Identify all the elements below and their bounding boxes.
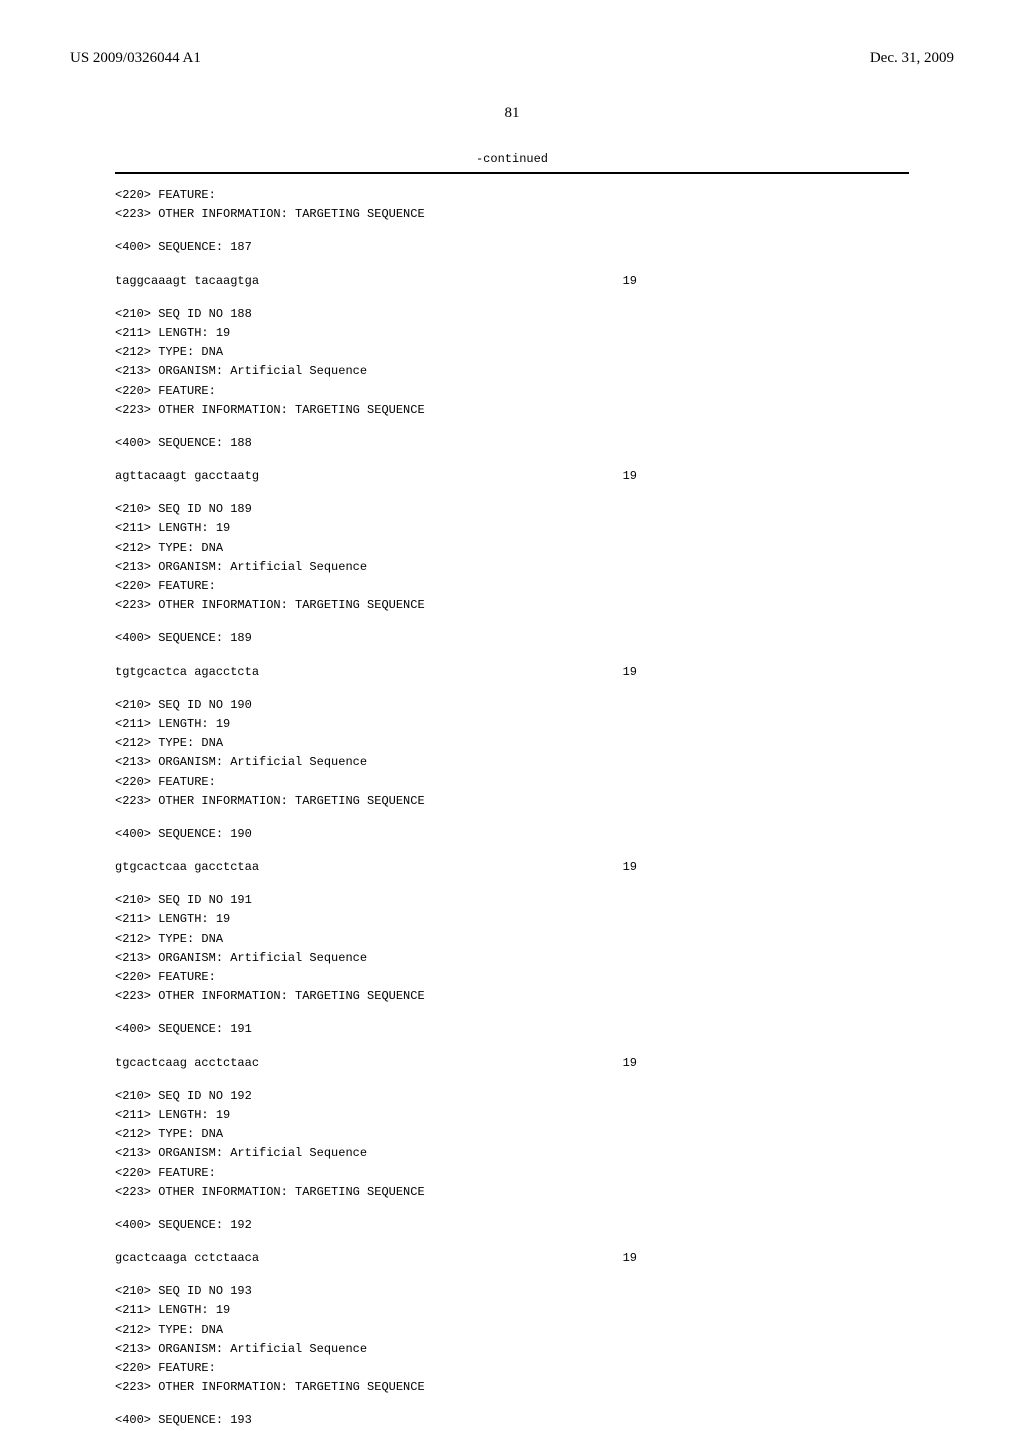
sequence-text: gtgcactcaa gacctctaa (115, 858, 259, 877)
page-number: 81 (70, 105, 954, 122)
sequence-line: <220> FEATURE: (115, 968, 909, 987)
sequence-line: <220> FEATURE: (115, 382, 909, 401)
sequence-block: <400> SEQUENCE: 193 (115, 1411, 909, 1430)
sequence-line: <220> FEATURE: (115, 1359, 909, 1378)
sequence-line: <223> OTHER INFORMATION: TARGETING SEQUE… (115, 1378, 909, 1397)
sequence-text: taggcaaagt tacaagtga (115, 272, 259, 291)
sequence-line: <220> FEATURE: (115, 186, 909, 205)
sequence-block: gtgcactcaa gacctctaa 19 (115, 858, 909, 877)
sequence-block: <210> SEQ ID NO 190<211> LENGTH: 19<212>… (115, 696, 909, 811)
sequence-line: <211> LENGTH: 19 (115, 1106, 909, 1125)
sequence-text: agttacaagt gacctaatg (115, 467, 259, 486)
sequence-length: 19 (623, 467, 637, 486)
sequence-line: <400> SEQUENCE: 187 (115, 238, 909, 257)
publication-date: Dec. 31, 2009 (870, 50, 954, 67)
sequence-line: <210> SEQ ID NO 189 (115, 500, 909, 519)
sequence-line: <211> LENGTH: 19 (115, 910, 909, 929)
sequence-block: tgtgcactca agacctcta 19 (115, 663, 909, 682)
sequence-line: <223> OTHER INFORMATION: TARGETING SEQUE… (115, 596, 909, 615)
sequence-row: gtgcactcaa gacctctaa 19 (115, 858, 637, 877)
sequence-block: <400> SEQUENCE: 189 (115, 629, 909, 648)
sequence-line: <400> SEQUENCE: 193 (115, 1411, 909, 1430)
sequence-block: <400> SEQUENCE: 192 (115, 1216, 909, 1235)
sequence-block: <210> SEQ ID NO 193<211> LENGTH: 19<212>… (115, 1282, 909, 1397)
sequence-line: <212> TYPE: DNA (115, 734, 909, 753)
sequence-line: <223> OTHER INFORMATION: TARGETING SEQUE… (115, 987, 909, 1006)
sequence-line: <220> FEATURE: (115, 577, 909, 596)
sequence-line: <400> SEQUENCE: 190 (115, 825, 909, 844)
sequence-block: <220> FEATURE:<223> OTHER INFORMATION: T… (115, 186, 909, 224)
sequence-line: <210> SEQ ID NO 191 (115, 891, 909, 910)
sequence-text: tgcactcaag acctctaac (115, 1054, 259, 1073)
sequence-block: <210> SEQ ID NO 191<211> LENGTH: 19<212>… (115, 891, 909, 1006)
sequence-block: <400> SEQUENCE: 190 (115, 825, 909, 844)
sequence-block: <210> SEQ ID NO 192<211> LENGTH: 19<212>… (115, 1087, 909, 1202)
sequence-line: <400> SEQUENCE: 188 (115, 434, 909, 453)
sequence-line: <210> SEQ ID NO 188 (115, 305, 909, 324)
sequence-length: 19 (623, 663, 637, 682)
sequence-row: agttacaagt gacctaatg 19 (115, 467, 637, 486)
sequence-line: <212> TYPE: DNA (115, 539, 909, 558)
sequence-line: <400> SEQUENCE: 192 (115, 1216, 909, 1235)
sequence-line: <210> SEQ ID NO 190 (115, 696, 909, 715)
sequence-line: <220> FEATURE: (115, 773, 909, 792)
sequence-line: <400> SEQUENCE: 189 (115, 629, 909, 648)
sequence-block: gcactcaaga cctctaaca 19 (115, 1249, 909, 1268)
sequence-row: tgcactcaag acctctaac 19 (115, 1054, 637, 1073)
sequence-line: <220> FEATURE: (115, 1164, 909, 1183)
page-header: US 2009/0326044 A1 Dec. 31, 2009 (70, 50, 954, 67)
sequence-row: tgtgcactca agacctcta 19 (115, 663, 637, 682)
sequence-line: <213> ORGANISM: Artificial Sequence (115, 558, 909, 577)
sequence-line: <211> LENGTH: 19 (115, 519, 909, 538)
sequence-line: <210> SEQ ID NO 193 (115, 1282, 909, 1301)
sequence-line: <223> OTHER INFORMATION: TARGETING SEQUE… (115, 1183, 909, 1202)
sequence-line: <223> OTHER INFORMATION: TARGETING SEQUE… (115, 792, 909, 811)
continued-label: -continued (70, 152, 954, 166)
publication-number: US 2009/0326044 A1 (70, 50, 201, 67)
sequence-listing: <220> FEATURE:<223> OTHER INFORMATION: T… (115, 186, 909, 1431)
sequence-row: taggcaaagt tacaagtga 19 (115, 272, 637, 291)
sequence-text: gcactcaaga cctctaaca (115, 1249, 259, 1268)
sequence-block: <400> SEQUENCE: 187 (115, 238, 909, 257)
sequence-line: <223> OTHER INFORMATION: TARGETING SEQUE… (115, 401, 909, 420)
sequence-length: 19 (623, 858, 637, 877)
sequence-length: 19 (623, 272, 637, 291)
sequence-line: <212> TYPE: DNA (115, 343, 909, 362)
sequence-line: <223> OTHER INFORMATION: TARGETING SEQUE… (115, 205, 909, 224)
sequence-line: <213> ORGANISM: Artificial Sequence (115, 1340, 909, 1359)
sequence-line: <213> ORGANISM: Artificial Sequence (115, 1144, 909, 1163)
sequence-line: <213> ORGANISM: Artificial Sequence (115, 753, 909, 772)
sequence-block: <400> SEQUENCE: 188 (115, 434, 909, 453)
sequence-line: <212> TYPE: DNA (115, 930, 909, 949)
sequence-line: <211> LENGTH: 19 (115, 324, 909, 343)
sequence-line: <213> ORGANISM: Artificial Sequence (115, 949, 909, 968)
sequence-line: <212> TYPE: DNA (115, 1321, 909, 1340)
sequence-block: <400> SEQUENCE: 191 (115, 1020, 909, 1039)
sequence-row: gcactcaaga cctctaaca 19 (115, 1249, 637, 1268)
sequence-block: taggcaaagt tacaagtga 19 (115, 272, 909, 291)
sequence-line: <211> LENGTH: 19 (115, 1301, 909, 1320)
sequence-block: agttacaagt gacctaatg 19 (115, 467, 909, 486)
sequence-length: 19 (623, 1249, 637, 1268)
sequence-text: tgtgcactca agacctcta (115, 663, 259, 682)
sequence-block: <210> SEQ ID NO 188<211> LENGTH: 19<212>… (115, 305, 909, 420)
horizontal-rule (115, 172, 909, 174)
sequence-line: <400> SEQUENCE: 191 (115, 1020, 909, 1039)
sequence-line: <213> ORGANISM: Artificial Sequence (115, 362, 909, 381)
sequence-line: <212> TYPE: DNA (115, 1125, 909, 1144)
sequence-block: tgcactcaag acctctaac 19 (115, 1054, 909, 1073)
sequence-block: <210> SEQ ID NO 189<211> LENGTH: 19<212>… (115, 500, 909, 615)
sequence-length: 19 (623, 1054, 637, 1073)
sequence-line: <210> SEQ ID NO 192 (115, 1087, 909, 1106)
sequence-line: <211> LENGTH: 19 (115, 715, 909, 734)
